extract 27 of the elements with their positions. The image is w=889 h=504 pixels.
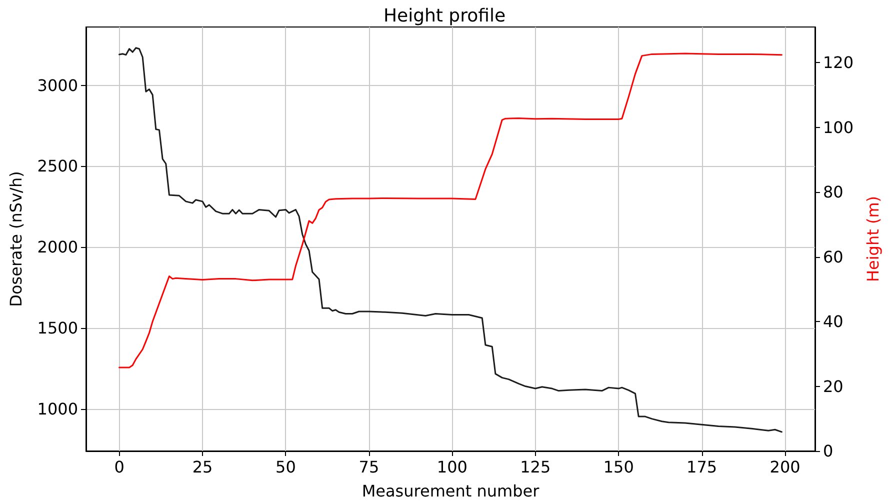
chart-title: Height profile [383, 6, 506, 26]
y2-tick-label: 0 [823, 442, 834, 460]
y-axis-title: Doserate (nSv/h) [6, 171, 26, 307]
y-tick-label: 1500 [37, 318, 78, 338]
y2-tick-label: 120 [823, 53, 854, 72]
y2-tick-label: 20 [823, 376, 844, 396]
x-axis-title: Measurement number [362, 482, 540, 500]
x-tick-label: 75 [358, 458, 380, 476]
x-tick-label: 125 [520, 458, 551, 476]
y-tick-label: 1000 [37, 399, 78, 418]
line-series [118, 47, 782, 433]
x-tick-label: 150 [603, 458, 634, 476]
x-tick-label: 0 [114, 458, 124, 476]
y-tick-label: 2500 [37, 156, 78, 176]
line-series [118, 52, 782, 368]
y2-tick-label: 80 [823, 182, 844, 202]
y-tick-label: 2000 [37, 238, 78, 257]
y2-tick-label: 40 [823, 312, 844, 332]
y2-tick-label: 100 [823, 118, 854, 137]
x-tick-label: 175 [686, 458, 718, 476]
x-tick-label: 100 [436, 458, 468, 476]
x-tick-label: 25 [192, 458, 213, 476]
x-tick-label: 200 [770, 458, 800, 476]
y2-tick-label: 60 [823, 247, 844, 266]
x-tick-label: 50 [276, 458, 296, 476]
y-tick-label: 3000 [37, 76, 78, 95]
y2-axis-title: Height (m) [864, 196, 882, 282]
